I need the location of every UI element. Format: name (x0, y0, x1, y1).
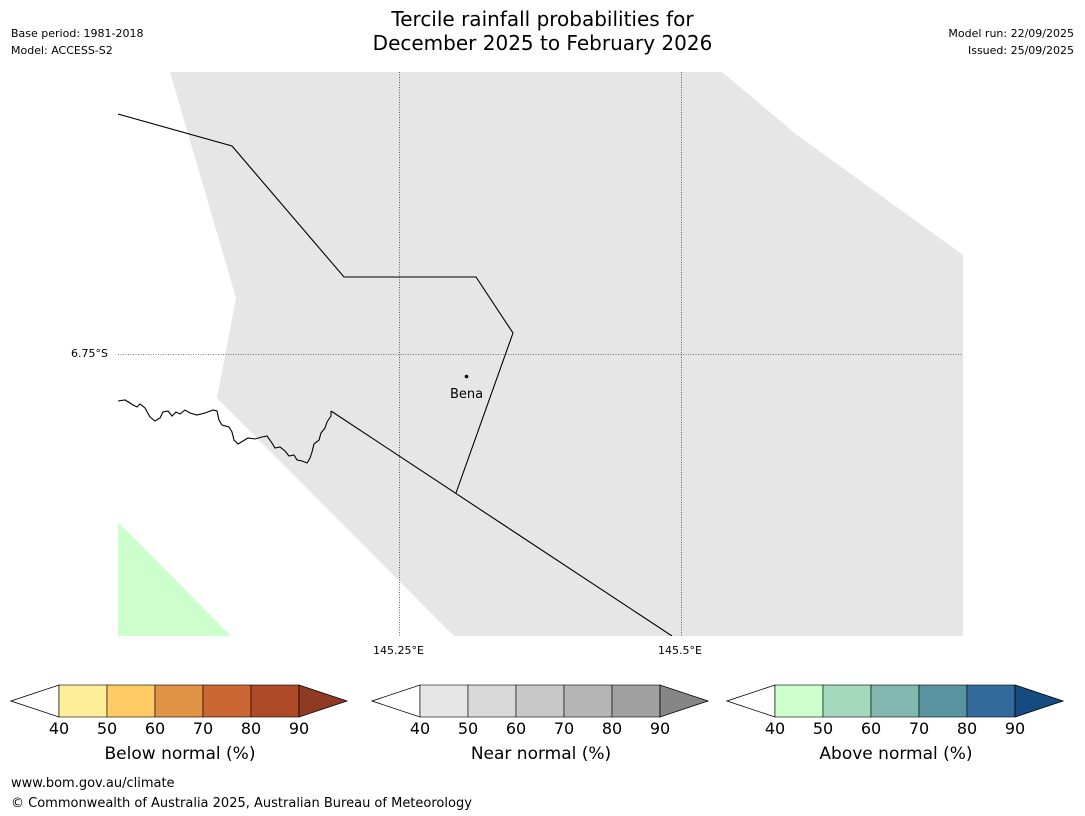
colorbar-tick-label: 70 (192, 719, 214, 738)
colorbar-below-swatches (10, 684, 349, 718)
colorbar-swatch (515, 684, 565, 718)
colorbar-tick-label: 50 (457, 719, 479, 738)
base-period-text: Base period: 1981-2018 (11, 27, 144, 40)
colorbar-swatch (106, 684, 156, 718)
meta-left: Base period: 1981-2018 Model: ACCESS-S2 (11, 25, 143, 59)
colorbar-near-normal: Near normal (%) 40 50 60 70 80 90 (371, 684, 711, 774)
colorbar-swatch (563, 684, 613, 718)
colorbar-above-normal: Above normal (%) 40 50 60 70 80 90 (726, 684, 1066, 774)
colorbar-near-label: Near normal (%) (470, 744, 612, 764)
map-panel (118, 72, 963, 636)
colorbar-tick-label: 50 (96, 719, 118, 738)
colorbar-swatch (870, 684, 920, 718)
colorbar-below-label: Below normal (%) (104, 744, 256, 764)
colorbar-tick-label: 60 (860, 719, 882, 738)
colorbar-swatch (467, 684, 517, 718)
colorbar-tick-label: 70 (908, 719, 930, 738)
colorbar-tick-label: 90 (649, 719, 671, 738)
title-line-1: Tercile rainfall probabilities for (391, 7, 694, 31)
colorbar-swatch (918, 684, 968, 718)
colorbar-tick-label: 40 (48, 719, 70, 738)
colorbar-high-arrow (298, 684, 349, 718)
place-label-bena: Bena (450, 387, 484, 402)
footer-copyright: © Commonwealth of Australia 2025, Austra… (11, 796, 472, 811)
district-boundary (330, 410, 673, 636)
colorbar-low-arrow (726, 684, 776, 718)
model-text: Model: ACCESS-S2 (11, 44, 113, 57)
map-title: Tercile rainfall probabilities for Decem… (0, 7, 1085, 55)
colorbar-swatch (966, 684, 1016, 718)
colorbar-tick-label: 40 (764, 719, 786, 738)
colorbar-tick-label: 90 (288, 719, 310, 738)
longitude-label-2: 145.5°E (658, 644, 702, 657)
colorbar-low-arrow (371, 684, 421, 718)
colorbar-tick-label: 40 (409, 719, 431, 738)
colorbar-above-swatches (726, 684, 1065, 718)
colorbar-high-arrow (1014, 684, 1065, 718)
colorbar-tick-label: 80 (601, 719, 623, 738)
colorbar-above-label: Above normal (%) (819, 744, 973, 764)
colorbar-swatch (58, 684, 108, 718)
colorbar-below-normal: Below normal (%) 40 50 60 70 80 90 (10, 684, 350, 774)
near-normal-region (170, 72, 963, 636)
colorbar-high-arrow (659, 684, 710, 718)
colorbar-low-arrow (10, 684, 60, 718)
colorbar-tick-label: 60 (505, 719, 527, 738)
latitude-label: 6.75°S (71, 347, 108, 360)
colorbar-swatch (611, 684, 661, 718)
above-normal-region (118, 522, 231, 636)
colorbar-tick-label: 50 (812, 719, 834, 738)
longitude-label-1: 145.25°E (373, 644, 424, 657)
district-boundary (118, 113, 514, 494)
colorbar-swatch (774, 684, 824, 718)
colorbar-swatch (154, 684, 204, 718)
colorbar-swatch (202, 684, 252, 718)
bena-marker (464, 374, 469, 379)
colorbar-tick-label: 80 (240, 719, 262, 738)
colorbar-tick-label: 60 (144, 719, 166, 738)
colorbar-swatch (250, 684, 300, 718)
river-boundary (118, 399, 332, 464)
meta-right: Model run: 22/09/2025 Issued: 25/09/2025 (948, 25, 1074, 59)
colorbar-tick-label: 80 (956, 719, 978, 738)
issued-text: Issued: 25/09/2025 (967, 44, 1074, 57)
colorbar-tick-label: 90 (1004, 719, 1026, 738)
colorbar-swatch (822, 684, 872, 718)
footer-url: www.bom.gov.au/climate (11, 776, 175, 791)
model-run-text: Model run: 22/09/2025 (948, 27, 1074, 40)
colorbar-tick-label: 70 (553, 719, 575, 738)
title-line-2: December 2025 to February 2026 (372, 31, 713, 55)
colorbar-swatch (419, 684, 469, 718)
colorbar-near-swatches (371, 684, 710, 718)
